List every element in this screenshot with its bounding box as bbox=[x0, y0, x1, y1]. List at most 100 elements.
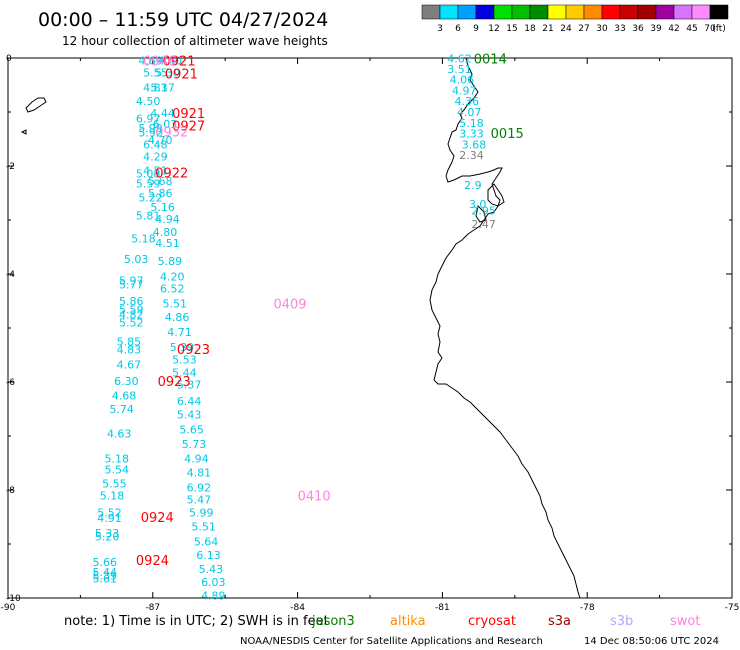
lon-tick-label: -87 bbox=[145, 603, 160, 613]
wave-height-value: 6.52 bbox=[160, 283, 185, 296]
pass-time-tag: 0410 bbox=[298, 489, 331, 504]
colorbar-swatch bbox=[583, 4, 603, 20]
pass-time-tag: 0946 bbox=[143, 55, 176, 70]
wave-height-value: 6.97 bbox=[136, 112, 161, 125]
wave-height-value: 5.43 bbox=[177, 408, 202, 421]
wave-height-value: 6.48 bbox=[143, 138, 168, 151]
lat-tick-label: -6 bbox=[6, 378, 15, 388]
wave-height-value: 5.33 bbox=[95, 527, 120, 540]
wave-height-value: 5.08 bbox=[136, 168, 161, 181]
colorbar-swatch bbox=[493, 4, 513, 20]
wave-height-value: 4.80 bbox=[153, 226, 178, 239]
wave-height-value: 4.94 bbox=[155, 213, 180, 226]
legend-note: note: 1) Time is in UTC; 2) SWH is in fe… bbox=[64, 614, 329, 629]
wave-height-value: 6.03 bbox=[153, 118, 178, 131]
satellite-legend-item: s3a bbox=[548, 614, 571, 629]
wave-height-value: 5.03 bbox=[124, 253, 149, 266]
map-area: -90 -87 -84 -81 -78 -750-2-4-6-8-10 4.694.405… bbox=[1, 53, 740, 613]
colorbar-label: 33 bbox=[614, 24, 625, 34]
colorbar-label: 15 bbox=[506, 24, 517, 34]
wave-height-value: 5.74 bbox=[109, 403, 134, 416]
wave-height-value: 5.18 bbox=[105, 453, 129, 466]
wave-height-value: 5.17 bbox=[150, 82, 175, 95]
colorbar-label: 39 bbox=[650, 24, 662, 34]
wave-height-value: 2.9 bbox=[464, 179, 482, 192]
wave-height-value: 5.18 bbox=[459, 117, 484, 130]
wave-height-value: 5.43 bbox=[199, 563, 224, 576]
wave-height-value: 4.97 bbox=[452, 84, 477, 97]
wave-height-value: 4.06 bbox=[450, 74, 475, 87]
wave-height-value: 6.13 bbox=[196, 549, 221, 562]
satellite-pass-tags: 0921094609210921092709320922040909230923… bbox=[136, 53, 524, 570]
wave-height-value: 4.69 bbox=[138, 55, 163, 68]
map-frame bbox=[7, 57, 733, 599]
pass-time-tag: 0409 bbox=[273, 298, 306, 313]
lat-tick-label: -8 bbox=[6, 486, 15, 496]
wave-height-value: 5.44 bbox=[172, 366, 197, 379]
pass-time-tag: 0924 bbox=[136, 554, 169, 569]
lat-tick-label: 0 bbox=[6, 54, 12, 64]
wave-height-value: 5.51 bbox=[162, 298, 187, 311]
satellite-legend-item: cryosat bbox=[468, 614, 516, 629]
wave-height-value: 4.83 bbox=[117, 344, 142, 357]
wave-height-value: 5.54 bbox=[105, 463, 129, 476]
wave-height-value: 5.61 bbox=[92, 573, 117, 586]
wave-height-value: 5.64 bbox=[194, 535, 219, 548]
wave-height-value: 5.99 bbox=[138, 122, 163, 135]
colorbar-swatch bbox=[421, 4, 441, 20]
pass-time-tag: 0921 bbox=[162, 55, 195, 70]
wave-height-value: 5.59 bbox=[136, 177, 161, 190]
wave-height-value: 4.07 bbox=[457, 106, 482, 119]
lat-tick-label: -2 bbox=[6, 162, 15, 172]
wave-height-value: 5.16 bbox=[150, 201, 175, 214]
lat-tick-label: -10 bbox=[6, 594, 21, 604]
lat-tick-label: -4 bbox=[6, 270, 15, 280]
wave-height-value: 4.70 bbox=[148, 134, 173, 147]
pass-time-tag: 0927 bbox=[172, 120, 205, 135]
wave-height-value: 4.50 bbox=[136, 95, 161, 108]
wave-height-value: 3.51 bbox=[447, 63, 472, 76]
wave-height-value: 5.73 bbox=[182, 438, 207, 451]
wave-height-value: 5.22 bbox=[138, 191, 163, 204]
colorbar-swatch bbox=[709, 4, 729, 20]
map-title: 00:00 – 11:59 UTC 04/27/2024 bbox=[38, 9, 328, 31]
wave-height-value: 5.77 bbox=[119, 278, 144, 291]
colorbar-swatch bbox=[619, 4, 639, 20]
wave-height-value: 4.44 bbox=[150, 107, 175, 120]
wave-height-value: 6.03 bbox=[201, 576, 226, 589]
wave-height-value: 5.97 bbox=[119, 274, 144, 287]
wave-height-value: 4.83 bbox=[143, 82, 168, 95]
colorbar-label: 9 bbox=[473, 24, 479, 34]
wave-height-value: 5.52 bbox=[97, 507, 122, 520]
coastline-mainland bbox=[429, 57, 581, 599]
wave-height-value: 5.52 bbox=[119, 317, 144, 330]
colorbar-label: 36 bbox=[632, 24, 644, 34]
colorbar-label: 3 bbox=[437, 24, 443, 34]
colorbar-swatch bbox=[601, 4, 621, 20]
colorbar-swatch bbox=[529, 4, 549, 20]
wave-height-value: 5.53 bbox=[172, 353, 197, 366]
wave-height-value: 4.20 bbox=[160, 271, 185, 284]
pass-time-tag: 0015 bbox=[491, 127, 524, 142]
pass-time-tag: 0923 bbox=[158, 375, 191, 390]
wave-height-value: 5.18 bbox=[131, 232, 156, 245]
footer-credit: NOAA/NESDIS Center for Satellite Applica… bbox=[240, 636, 543, 647]
colorbar-swatch bbox=[439, 4, 459, 20]
colorbar-label: (ft) bbox=[712, 24, 726, 34]
wave-height-value: 5.59 bbox=[119, 304, 144, 317]
colorbar-swatch bbox=[547, 4, 567, 20]
pass-time-tag: 0921 bbox=[165, 68, 198, 83]
colorbar-legend: 3 6 9 12 15 18 21 24 27 30 33 36 39 42 45 70(ft) bbox=[421, 4, 729, 34]
observations-layer: 4.694.405.555.304.835.174.504.446.976.03… bbox=[92, 53, 495, 603]
wave-height-value: 5.39 bbox=[92, 569, 117, 582]
colorbar-label: 6 bbox=[455, 24, 461, 34]
colorbar-label: 42 bbox=[668, 24, 679, 34]
colorbar-swatch bbox=[691, 4, 711, 20]
wave-height-value: 3.33 bbox=[459, 128, 484, 141]
colorbar-label: 24 bbox=[560, 24, 572, 34]
gulf-inlet bbox=[475, 183, 505, 223]
island-isla-de-la-plata bbox=[25, 97, 47, 113]
satellite-legend-item: s3b bbox=[610, 614, 633, 629]
wave-height-value: 5.37 bbox=[177, 379, 202, 392]
